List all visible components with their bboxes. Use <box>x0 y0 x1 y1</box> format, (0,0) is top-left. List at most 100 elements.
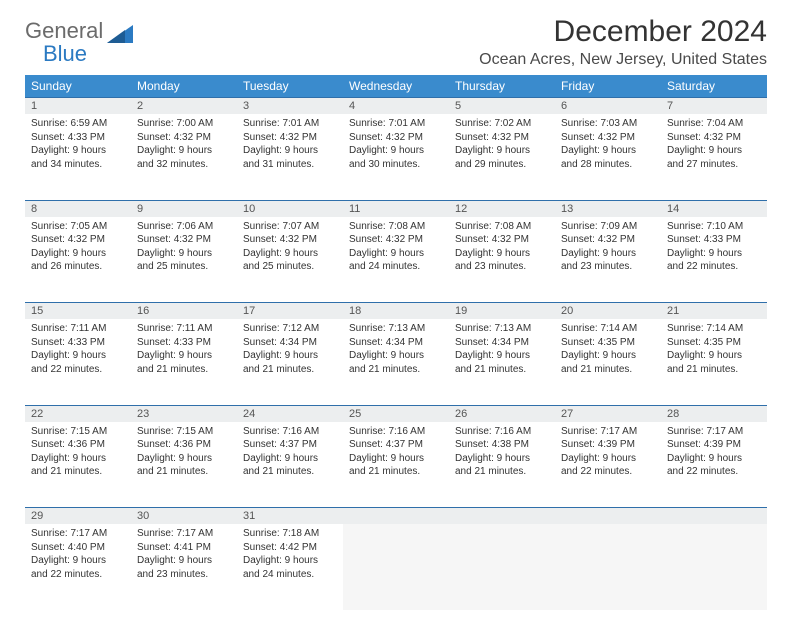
day-content: Sunrise: 7:13 AMSunset: 4:34 PMDaylight:… <box>343 319 449 382</box>
daylight-text: Daylight: 9 hours <box>137 144 231 158</box>
sunrise-text: Sunrise: 7:15 AM <box>137 425 231 439</box>
weekday-header: Thursday <box>449 75 555 98</box>
day-cell: Sunrise: 7:15 AMSunset: 4:36 PMDaylight:… <box>131 422 237 508</box>
day-number: 29 <box>25 508 131 525</box>
day-cell: Sunrise: 7:06 AMSunset: 4:32 PMDaylight:… <box>131 217 237 303</box>
day-number: 8 <box>25 200 131 217</box>
day-number <box>661 508 767 525</box>
day-cell: Sunrise: 7:05 AMSunset: 4:32 PMDaylight:… <box>25 217 131 303</box>
day-content: Sunrise: 7:04 AMSunset: 4:32 PMDaylight:… <box>661 114 767 177</box>
logo-text: General Blue <box>25 19 103 65</box>
day-number: 17 <box>237 303 343 320</box>
day-cell: Sunrise: 7:03 AMSunset: 4:32 PMDaylight:… <box>555 114 661 200</box>
day-number: 9 <box>131 200 237 217</box>
sunset-text: Sunset: 4:40 PM <box>31 541 125 555</box>
day-content: Sunrise: 7:17 AMSunset: 4:39 PMDaylight:… <box>555 422 661 485</box>
sunset-text: Sunset: 4:39 PM <box>561 438 655 452</box>
daylight-text: Daylight: 9 hours <box>349 247 443 261</box>
day-number: 18 <box>343 303 449 320</box>
daylight-text: and 26 minutes. <box>31 260 125 274</box>
sunset-text: Sunset: 4:32 PM <box>243 131 337 145</box>
sunrise-text: Sunrise: 7:12 AM <box>243 322 337 336</box>
day-number-row: 15161718192021 <box>25 303 767 320</box>
daylight-text: Daylight: 9 hours <box>455 349 549 363</box>
weekday-header: Friday <box>555 75 661 98</box>
day-number: 26 <box>449 405 555 422</box>
daylight-text: Daylight: 9 hours <box>349 349 443 363</box>
sunset-text: Sunset: 4:35 PM <box>667 336 761 350</box>
daylight-text: and 27 minutes. <box>667 158 761 172</box>
day-content: Sunrise: 7:15 AMSunset: 4:36 PMDaylight:… <box>25 422 131 485</box>
day-cell: Sunrise: 7:01 AMSunset: 4:32 PMDaylight:… <box>343 114 449 200</box>
day-number: 11 <box>343 200 449 217</box>
sunrise-text: Sunrise: 7:16 AM <box>455 425 549 439</box>
daylight-text: and 23 minutes. <box>455 260 549 274</box>
sunrise-text: Sunrise: 7:04 AM <box>667 117 761 131</box>
sunrise-text: Sunrise: 7:17 AM <box>667 425 761 439</box>
daylight-text: Daylight: 9 hours <box>455 247 549 261</box>
day-number: 30 <box>131 508 237 525</box>
daylight-text: and 21 minutes. <box>667 363 761 377</box>
day-content-row: Sunrise: 7:15 AMSunset: 4:36 PMDaylight:… <box>25 422 767 508</box>
sunrise-text: Sunrise: 7:08 AM <box>349 220 443 234</box>
daylight-text: and 21 minutes. <box>137 363 231 377</box>
day-content-row: Sunrise: 6:59 AMSunset: 4:33 PM Daylight:… <box>25 114 767 200</box>
day-cell: Sunrise: 7:15 AMSunset: 4:36 PMDaylight:… <box>25 422 131 508</box>
sunrise-text: Sunrise: 7:14 AM <box>667 322 761 336</box>
sunset-text: Sunset: 4:41 PM <box>137 541 231 555</box>
daylight-text: and 21 minutes. <box>137 465 231 479</box>
sunset-text: Sunset: 4:33 PM <box>31 336 125 350</box>
weekday-header: Saturday <box>661 75 767 98</box>
sunset-text: Sunset: 4:33 PM <box>667 233 761 247</box>
sunrise-text: Sunrise: 7:11 AM <box>31 322 125 336</box>
day-content-row: Sunrise: 7:17 AMSunset: 4:40 PMDaylight:… <box>25 524 767 610</box>
daylight-text: and 32 minutes. <box>137 158 231 172</box>
day-cell: Sunrise: 7:11 AMSunset: 4:33 PMDaylight:… <box>25 319 131 405</box>
weekday-header: Monday <box>131 75 237 98</box>
calendar-table: Sunday Monday Tuesday Wednesday Thursday… <box>25 75 767 610</box>
day-cell: Sunrise: 7:16 AMSunset: 4:37 PMDaylight:… <box>237 422 343 508</box>
daylight-text: and 30 minutes. <box>349 158 443 172</box>
logo-line1: General <box>25 19 103 42</box>
sunset-text: Sunset: 4:33 PM <box>31 131 125 145</box>
day-cell: Sunrise: 7:16 AMSunset: 4:38 PMDaylight:… <box>449 422 555 508</box>
day-cell: Sunrise: 7:04 AMSunset: 4:32 PMDaylight:… <box>661 114 767 200</box>
day-cell: Sunrise: 7:14 AMSunset: 4:35 PMDaylight:… <box>661 319 767 405</box>
day-cell: Sunrise: 7:10 AMSunset: 4:33 PMDaylight:… <box>661 217 767 303</box>
sunrise-text: Sunrise: 7:08 AM <box>455 220 549 234</box>
sunrise-text: Sunrise: 7:03 AM <box>561 117 655 131</box>
daylight-text: Daylight: 9 hours <box>31 247 125 261</box>
daylight-text: and 25 minutes. <box>137 260 231 274</box>
daylight-text: and 21 minutes. <box>455 465 549 479</box>
month-title: December 2024 <box>479 15 767 49</box>
daylight-text: Daylight: 9 hours <box>31 554 125 568</box>
sunset-text: Sunset: 4:35 PM <box>561 336 655 350</box>
day-number: 1 <box>25 98 131 115</box>
day-content: Sunrise: 7:05 AMSunset: 4:32 PMDaylight:… <box>25 217 131 280</box>
daylight-text: and 34 minutes. <box>31 158 125 172</box>
daylight-text: Daylight: 9 hours <box>349 144 443 158</box>
sunrise-text: Sunrise: 7:01 AM <box>349 117 443 131</box>
sunrise-text: Sunrise: 6:59 AM <box>31 117 125 131</box>
sunset-text: Sunset: 4:37 PM <box>349 438 443 452</box>
page-header: General Blue December 2024 Ocean Acres, … <box>25 15 767 69</box>
daylight-text: Daylight: 9 hours <box>137 349 231 363</box>
day-content: Sunrise: 7:01 AMSunset: 4:32 PMDaylight:… <box>343 114 449 177</box>
day-number: 7 <box>661 98 767 115</box>
day-content: Sunrise: 7:16 AMSunset: 4:38 PMDaylight:… <box>449 422 555 485</box>
day-content: Sunrise: 7:15 AMSunset: 4:36 PMDaylight:… <box>131 422 237 485</box>
day-number: 27 <box>555 405 661 422</box>
day-cell: Sunrise: 7:08 AMSunset: 4:32 PMDaylight:… <box>449 217 555 303</box>
day-number: 24 <box>237 405 343 422</box>
day-number: 19 <box>449 303 555 320</box>
day-number: 2 <box>131 98 237 115</box>
daylight-text: and 21 minutes. <box>349 465 443 479</box>
daylight-text: Daylight: 9 hours <box>561 144 655 158</box>
sunrise-text: Sunrise: 7:13 AM <box>455 322 549 336</box>
day-number: 23 <box>131 405 237 422</box>
daylight-text: and 29 minutes. <box>455 158 549 172</box>
daylight-text: Daylight: 9 hours <box>349 452 443 466</box>
day-cell: Sunrise: 6:59 AMSunset: 4:33 PMDaylight:… <box>25 114 131 200</box>
daylight-text: and 24 minutes. <box>243 568 337 582</box>
sunset-text: Sunset: 4:34 PM <box>243 336 337 350</box>
